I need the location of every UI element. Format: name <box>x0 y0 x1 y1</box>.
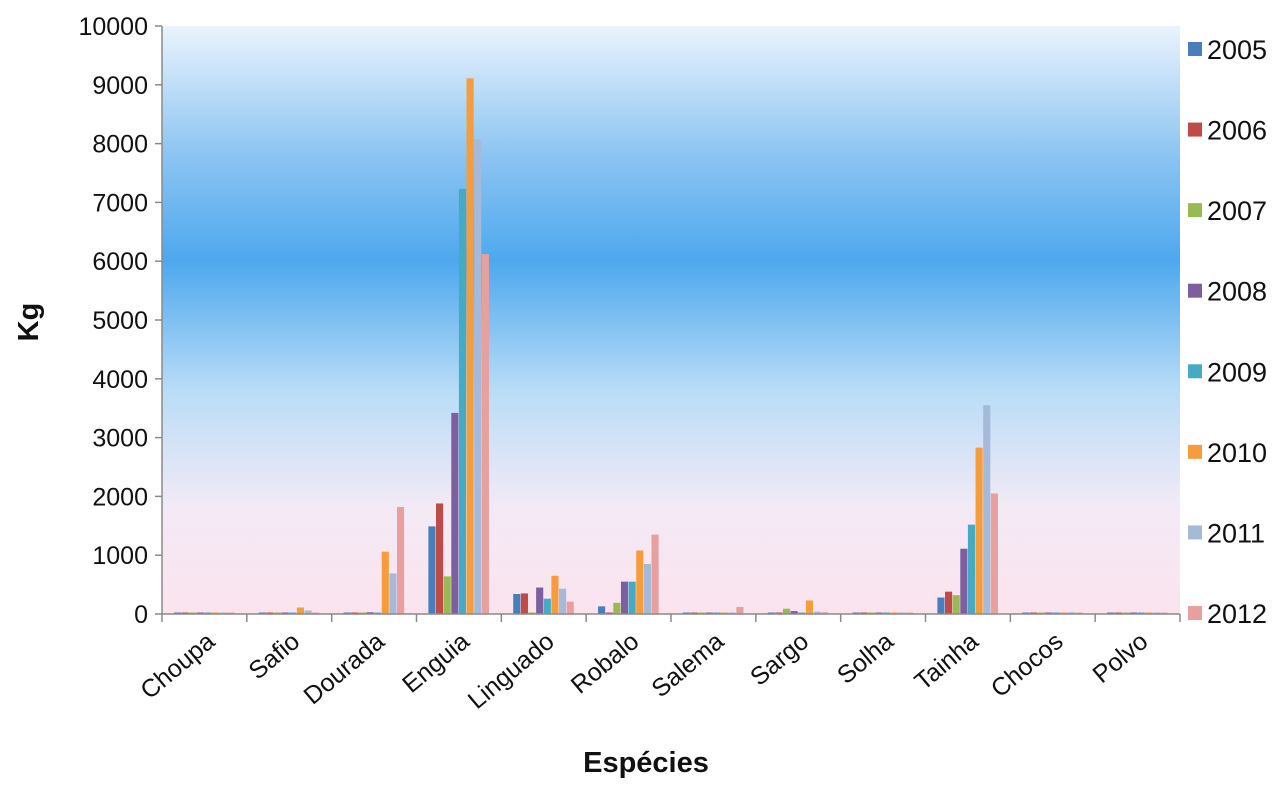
x-category-label: Sargo <box>745 627 814 691</box>
y-tick-label: 9000 <box>92 72 148 100</box>
bar-2009-robalo <box>628 581 636 614</box>
bar-2012-tainha <box>990 493 998 614</box>
x-category-label: Linguado <box>463 627 560 715</box>
legend-label-2009: 2009 <box>1207 357 1267 387</box>
x-category-label: Chocos <box>986 627 1069 703</box>
x-category-label: Salema <box>646 627 729 703</box>
bar-2008-linguado <box>536 587 544 614</box>
bar-2012-linguado <box>566 601 574 614</box>
legend-swatch-2006 <box>1188 122 1202 137</box>
x-category-label: Enguia <box>397 627 475 699</box>
legend-swatch-2005 <box>1188 42 1202 56</box>
bar-2005-enguia <box>428 526 436 614</box>
bar-2011-chocos <box>1068 612 1076 614</box>
x-axis-title: Espécies <box>583 747 709 779</box>
bar-2010-tainha <box>975 447 983 614</box>
legend-swatch-2007 <box>1188 203 1202 218</box>
y-axis-title: Kg <box>13 303 45 342</box>
x-category-label: Robalo <box>566 627 645 699</box>
legend-label-2007: 2007 <box>1207 196 1267 226</box>
y-tick-label: 7000 <box>92 189 148 217</box>
bar-2011-safio <box>304 610 312 614</box>
plot-area <box>162 26 1180 614</box>
x-category-label: Solha <box>832 627 899 690</box>
bar-2007-enguia <box>443 576 451 614</box>
bar-2012-salema <box>736 606 744 614</box>
bar-2010-linguado <box>551 575 559 614</box>
legend-swatch-2008 <box>1188 283 1202 298</box>
bar-2006-linguado <box>520 593 528 614</box>
bar-2012-robalo <box>651 534 659 614</box>
y-tick-label: 5000 <box>92 307 148 335</box>
legend-label-2011: 2011 <box>1207 518 1265 548</box>
y-tick-label: 0 <box>134 601 148 629</box>
y-tick-label: 6000 <box>92 248 148 276</box>
y-tick-label: 8000 <box>92 131 148 159</box>
y-tick-label: 1000 <box>92 542 148 570</box>
bar-2012-sargo <box>821 612 829 614</box>
bar-2011-dourada <box>389 573 397 614</box>
bar-2006-enguia <box>436 503 444 614</box>
bar-2012-dourada <box>396 506 405 614</box>
bar-2005-robalo <box>598 606 606 614</box>
y-tick-label: 4000 <box>92 366 148 394</box>
bar-2007-tainha <box>952 595 960 614</box>
y-tick-label: 2000 <box>92 483 148 511</box>
bar-2008-sargo <box>790 611 798 614</box>
bar-2006-tainha <box>945 591 953 614</box>
bar-2009-enguia <box>458 188 467 614</box>
bar-2011-robalo <box>643 564 651 614</box>
legend-label-2010: 2010 <box>1207 438 1267 468</box>
legend-label-2012: 2012 <box>1207 599 1267 629</box>
bar-2007-robalo <box>613 602 621 614</box>
bar-2011-linguado <box>559 588 567 614</box>
bar-2011-tainha <box>983 405 991 614</box>
x-category-label: Choupa <box>135 627 220 705</box>
bar-2008-enguia <box>451 412 459 614</box>
legend-swatch-2011 <box>1188 525 1202 540</box>
bar-2008-dourada <box>366 612 374 614</box>
legend-swatch-2012 <box>1188 606 1202 620</box>
legend-label-2006: 2006 <box>1207 116 1267 146</box>
bar-2007-sargo <box>782 608 791 614</box>
bar-2008-tainha <box>960 548 968 614</box>
y-tick-label: 3000 <box>92 425 148 453</box>
legend-swatch-2010 <box>1188 444 1202 459</box>
bar-2008-robalo <box>620 581 629 614</box>
x-category-label: Dourada <box>298 627 390 710</box>
bar-2011-sargo <box>813 611 821 614</box>
bar-2009-tainha <box>967 524 976 614</box>
legend-swatch-2009 <box>1188 364 1202 379</box>
bar-2010-sargo <box>805 600 814 614</box>
bar-2009-linguado <box>543 598 551 614</box>
bar-2005-linguado <box>513 594 521 614</box>
x-category-label: Tainha <box>909 627 984 696</box>
legend-label-2005: 2005 <box>1207 35 1267 65</box>
y-tick-label: 10000 <box>78 13 148 41</box>
bar-2010-dourada <box>381 551 389 614</box>
bar-2010-enguia <box>466 78 474 614</box>
x-category-label: Safio <box>243 627 305 685</box>
legend-label-2008: 2008 <box>1207 277 1267 307</box>
bar-2010-robalo <box>636 550 644 614</box>
bar-2005-tainha <box>937 597 945 614</box>
bar-2011-enguia <box>474 139 482 615</box>
x-category-label: Polvo <box>1088 627 1154 689</box>
bar-2010-safio <box>296 607 305 614</box>
bar-2012-enguia <box>481 254 489 614</box>
